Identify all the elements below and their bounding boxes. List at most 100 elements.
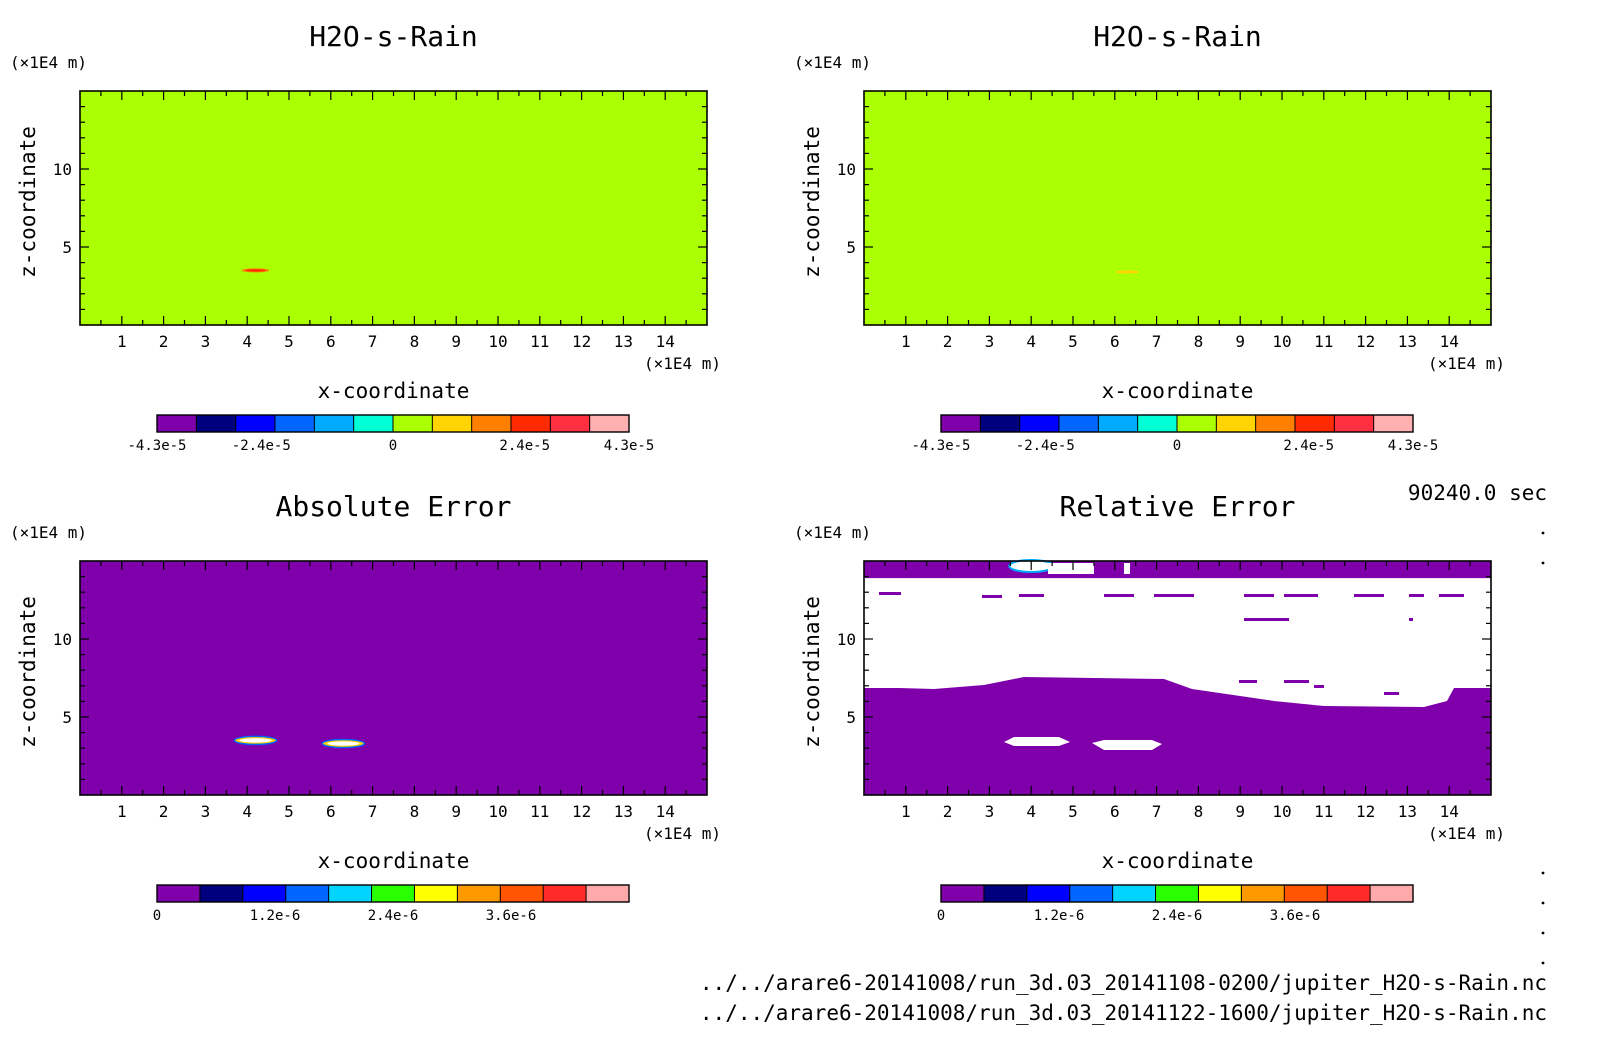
colorbar-swatch [1327, 885, 1371, 902]
colorbar-swatch [457, 885, 501, 902]
colorbar-tick-label: 4.3e-5 [604, 438, 655, 454]
x-tick-label: 8 [1194, 802, 1204, 821]
y-axis-label: z-coordinate [800, 596, 824, 748]
time-label: 90240.0 sec [1408, 481, 1547, 505]
colorbar-tick-label: 1.2e-6 [250, 908, 301, 924]
colorbar: -4.3e-5 -2.4e-5 0 2.4e-5 4.3e-5 [127, 414, 655, 454]
x-tick-label: 6 [1110, 332, 1120, 351]
x-tick-label: 2 [159, 332, 169, 351]
colorbar-swatch [1026, 885, 1071, 902]
x-tick-label: 2 [943, 332, 953, 351]
chart-title: H2O-s-Rain [309, 20, 478, 53]
x-tick-label: 2 [159, 802, 169, 821]
purple-streak-9 [1409, 594, 1424, 597]
colorbar-frame [156, 414, 630, 433]
x-tick-label: 1 [117, 802, 127, 821]
x-tick-label: 1 [117, 332, 127, 351]
colorbar-swatch [1334, 415, 1375, 432]
x-unit-label: (×1E4 m) [1428, 354, 1505, 373]
x-axis-label: x-coordinate [1102, 849, 1254, 873]
purple-streak-6 [1244, 594, 1274, 597]
x-tick-label: 12 [572, 332, 591, 351]
plot-background [864, 91, 1491, 325]
top-gap-2 [1124, 563, 1130, 574]
purple-streak-1 [879, 592, 901, 595]
colorbar-tick-label: -4.3e-5 [127, 438, 186, 454]
colorbar-tick-label: 3.6e-6 [486, 908, 537, 924]
purple-streak-8 [1354, 594, 1384, 597]
y-unit-label: (×1E4 m) [10, 53, 87, 72]
colorbar-frame [940, 414, 1414, 433]
purple-streak-7 [1284, 594, 1318, 597]
colorbar-swatch [1255, 415, 1296, 432]
x-tick-label: 14 [1440, 332, 1459, 351]
colorbar-tick-label: -2.4e-5 [232, 438, 291, 454]
y-tick-label: 5 [846, 238, 856, 257]
colorbar-frame [940, 884, 1414, 903]
colorbar-swatch [1137, 415, 1178, 432]
colorbar-tick-label: 0 [389, 438, 397, 454]
x-tick-label: 7 [368, 332, 378, 351]
y-axis-label: z-coordinate [800, 126, 824, 278]
x-tick-label: 4 [242, 332, 252, 351]
x-tick-label: 5 [284, 332, 294, 351]
y-tick-label: 10 [53, 160, 72, 179]
purple-streak-15 [1314, 685, 1324, 688]
colorbar-swatch [1098, 415, 1139, 432]
feature-blob-1 [1115, 270, 1140, 274]
chart-panel-2: H2O-s-Rain(×1E4 m)1 2 3 4 5 6 7 8 9 10 11 12 13 14510… [794, 20, 1505, 454]
x-tick-label: 1 [901, 332, 911, 351]
x-tick-label: 11 [1314, 332, 1333, 351]
x-tick-label: 5 [1068, 802, 1078, 821]
colorbar: 0 1.2e-6 2.4e-6 3.6e-6 [153, 884, 630, 924]
y-tick-label: 10 [53, 630, 72, 649]
x-tick-label: 6 [1110, 802, 1120, 821]
x-axis-label: x-coordinate [318, 849, 470, 873]
colorbar-tick-label: 0 [937, 908, 945, 924]
purple-streak-13 [1239, 680, 1257, 683]
colorbar-swatch [328, 885, 373, 902]
x-tick-label: 3 [985, 802, 995, 821]
colorbar-swatch [275, 415, 315, 432]
x-tick-label: 1 [901, 802, 911, 821]
x-axis-label: x-coordinate [318, 379, 470, 403]
colorbar-swatch [1373, 415, 1414, 432]
x-tick-label: 3 [201, 802, 211, 821]
y-unit-label: (×1E4 m) [10, 523, 87, 542]
x-tick-label: 9 [1235, 802, 1245, 821]
chart-title: Absolute Error [275, 490, 511, 523]
colorbar-tick-label: 2.4e-5 [1283, 438, 1334, 454]
x-tick-label: 4 [1026, 332, 1036, 351]
source-file-1: ../../arare6-20141008/run_3d.03_20141108… [700, 971, 1547, 995]
chart-panel-1: H2O-s-Rain(×1E4 m)1 2 3 4 5 6 7 8 9 10 11 12 13 14510… [10, 20, 721, 454]
purple-streak-11 [1244, 618, 1289, 621]
colorbar-swatch [550, 415, 591, 432]
colorbar: -4.3e-5 -2.4e-5 0 2.4e-5 4.3e-5 [911, 414, 1438, 454]
colorbar-tick-label: 3.6e-6 [1270, 908, 1321, 924]
x-tick-label: 4 [1026, 802, 1036, 821]
x-tick-label: 10 [488, 802, 507, 821]
y-axis-label: z-coordinate [16, 596, 40, 748]
colorbar-tick-label: 2.4e-5 [499, 438, 550, 454]
colorbar-swatch [157, 885, 201, 902]
colorbar-tick-label: -4.3e-5 [911, 438, 970, 454]
tick-marks [864, 561, 1491, 795]
edge-dots [1541, 531, 1545, 965]
purple-streak-5 [1154, 594, 1194, 597]
colorbar-swatch [543, 885, 587, 902]
colorbar-swatch [235, 415, 276, 432]
colorbar-swatch [983, 885, 1028, 902]
colorbar-swatch [157, 415, 197, 432]
colorbar-swatch [199, 885, 244, 902]
colorbar-swatch [353, 415, 394, 432]
plot-background [80, 91, 707, 325]
colorbar-swatch [941, 885, 985, 902]
feature-core-1 [245, 269, 266, 272]
x-tick-label: 10 [1272, 802, 1291, 821]
tick-marks [80, 561, 707, 795]
colorbar-swatch [393, 415, 433, 432]
colorbar-tick-label: 1.2e-6 [1034, 908, 1085, 924]
y-unit-label: (×1E4 m) [794, 53, 871, 72]
colorbar-tick-label: 0 [153, 908, 161, 924]
